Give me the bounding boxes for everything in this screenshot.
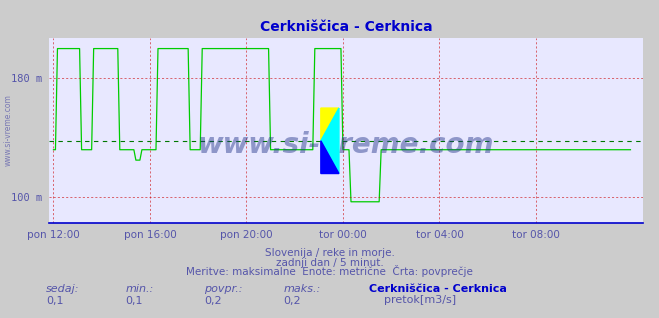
- Text: 0,2: 0,2: [204, 296, 222, 306]
- Text: maks.:: maks.:: [283, 284, 321, 294]
- Polygon shape: [321, 141, 339, 174]
- Text: Slovenija / reke in morje.: Slovenija / reke in morje.: [264, 248, 395, 258]
- Text: pretok[m3/s]: pretok[m3/s]: [384, 295, 455, 305]
- Text: www.si-vreme.com: www.si-vreme.com: [198, 131, 494, 159]
- Text: sedaj:: sedaj:: [46, 284, 80, 294]
- Text: 0,1: 0,1: [46, 296, 64, 306]
- Text: 0,1: 0,1: [125, 296, 143, 306]
- Text: zadnji dan / 5 minut.: zadnji dan / 5 minut.: [275, 258, 384, 267]
- Text: www.si-vreme.com: www.si-vreme.com: [4, 94, 13, 166]
- Text: Meritve: maksimalne  Enote: metrične  Črta: povprečje: Meritve: maksimalne Enote: metrične Črta…: [186, 265, 473, 277]
- Text: 0,2: 0,2: [283, 296, 301, 306]
- Text: povpr.:: povpr.:: [204, 284, 243, 294]
- Polygon shape: [321, 108, 339, 174]
- Title: Cerkniščica - Cerknica: Cerkniščica - Cerknica: [260, 20, 432, 34]
- Polygon shape: [321, 108, 339, 141]
- Text: min.:: min.:: [125, 284, 154, 294]
- Text: Cerkniščica - Cerknica: Cerkniščica - Cerknica: [369, 284, 507, 294]
